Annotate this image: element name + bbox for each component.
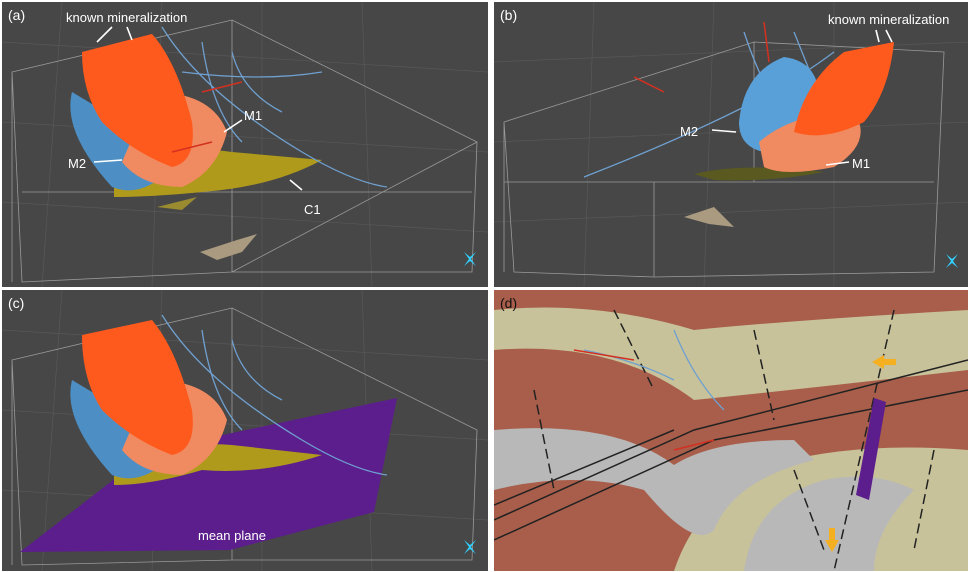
annotation: mean plane [198, 528, 266, 543]
fragment [200, 234, 257, 260]
drillholes [573, 349, 715, 451]
mean-plane [20, 398, 397, 552]
panel-label: (c) [8, 295, 24, 311]
known-mineralization-body [82, 34, 193, 167]
annotation: known mineralization [66, 10, 187, 25]
fragment [157, 197, 197, 210]
map-unit [494, 290, 968, 330]
annotation-arrows [711, 29, 893, 166]
drillholes [583, 329, 725, 411]
annotation: M1 [852, 156, 870, 171]
panel-b: (b) known mineralization M2 M1 [494, 2, 968, 287]
annotation-arrows [93, 26, 303, 191]
annotation: known mineralization [828, 12, 949, 27]
drillholes [161, 314, 388, 476]
compass [946, 254, 958, 268]
panel-c: (c) mean plane [2, 290, 488, 571]
dashed-faults [533, 309, 935, 571]
map-unit [744, 476, 914, 571]
drillholes [633, 21, 770, 93]
annotation: C1 [304, 202, 321, 217]
annotation: M2 [68, 156, 86, 171]
panel-label: (a) [8, 7, 25, 23]
known-mineralization-body [794, 42, 894, 136]
fragment [684, 207, 734, 227]
panel-d: (d) [494, 290, 968, 571]
drillholes [171, 81, 243, 153]
annotation: M2 [680, 124, 698, 139]
bounding-box [11, 19, 478, 283]
annotation: M1 [244, 108, 262, 123]
panel-a: (a) known mineralization M1 M2 C1 [2, 2, 488, 287]
compass [464, 540, 476, 554]
panel-label: (d) [500, 295, 517, 311]
arrow-marker [825, 528, 839, 552]
panel-label: (b) [500, 7, 517, 23]
drillholes [161, 26, 388, 188]
arrow-marker [872, 355, 896, 369]
known-mineralization-body [82, 320, 193, 455]
mean-plane [856, 398, 886, 500]
map-unit [494, 428, 814, 535]
compass [464, 252, 476, 266]
